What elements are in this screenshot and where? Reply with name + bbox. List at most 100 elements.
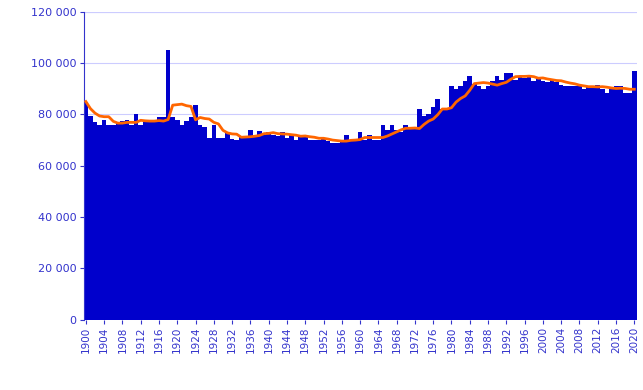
Bar — [188, 117, 194, 320]
Bar — [239, 136, 244, 320]
Bar — [102, 120, 107, 320]
Bar — [454, 89, 458, 320]
Bar — [335, 143, 340, 320]
Bar — [609, 89, 613, 320]
Bar — [170, 117, 175, 320]
Bar — [257, 131, 262, 320]
Bar — [111, 125, 116, 320]
Bar — [532, 81, 536, 320]
Bar — [595, 85, 600, 320]
Bar — [563, 86, 568, 320]
Bar — [545, 82, 550, 320]
Bar — [527, 76, 532, 320]
Bar — [179, 125, 184, 320]
Bar — [568, 86, 572, 320]
Bar — [353, 140, 358, 320]
Bar — [266, 132, 271, 320]
Bar — [481, 89, 485, 320]
Bar — [253, 135, 257, 320]
Bar — [143, 122, 148, 320]
Bar — [435, 99, 440, 320]
Bar — [413, 127, 417, 320]
Bar — [340, 140, 344, 320]
Bar — [230, 139, 235, 320]
Bar — [184, 121, 188, 320]
Bar — [394, 130, 399, 320]
Bar — [440, 109, 444, 320]
Bar — [495, 76, 500, 320]
Bar — [175, 120, 179, 320]
Bar — [344, 135, 349, 320]
Bar — [88, 116, 93, 320]
Bar — [554, 82, 559, 320]
Bar — [120, 121, 125, 320]
Bar — [458, 86, 463, 320]
Bar — [84, 101, 88, 320]
Bar — [509, 73, 513, 320]
Bar — [367, 135, 372, 320]
Bar — [285, 138, 289, 320]
Bar — [207, 138, 212, 320]
Bar — [422, 116, 426, 320]
Bar — [294, 140, 298, 320]
Bar — [449, 86, 454, 320]
Bar — [376, 140, 381, 320]
Bar — [303, 136, 307, 320]
Bar — [125, 120, 129, 320]
Bar — [467, 76, 472, 320]
Bar — [399, 132, 404, 320]
Bar — [198, 125, 203, 320]
Bar — [129, 125, 134, 320]
Bar — [225, 132, 230, 320]
Bar — [107, 125, 111, 320]
Bar — [550, 80, 554, 320]
Bar — [97, 125, 102, 320]
Bar — [271, 135, 276, 320]
Bar — [372, 140, 376, 320]
Bar — [572, 86, 577, 320]
Bar — [298, 135, 303, 320]
Bar — [148, 120, 152, 320]
Bar — [504, 73, 509, 320]
Bar — [619, 86, 623, 320]
Bar — [203, 127, 207, 320]
Bar — [591, 87, 595, 320]
Bar — [500, 80, 504, 320]
Bar — [444, 109, 449, 320]
Bar — [322, 139, 326, 320]
Bar — [216, 138, 221, 320]
Bar — [426, 114, 431, 320]
Bar — [536, 78, 541, 320]
Bar — [404, 125, 408, 320]
Bar — [307, 140, 312, 320]
Bar — [289, 135, 294, 320]
Bar — [582, 89, 586, 320]
Bar — [116, 122, 120, 320]
Bar — [408, 129, 413, 320]
Bar — [613, 86, 619, 320]
Bar — [559, 85, 563, 320]
Bar — [491, 81, 495, 320]
Bar — [577, 86, 582, 320]
Bar — [431, 107, 435, 320]
Bar — [248, 130, 253, 320]
Bar — [134, 114, 138, 320]
Bar — [138, 125, 143, 320]
Bar — [349, 140, 353, 320]
Bar — [381, 125, 385, 320]
Bar — [280, 132, 285, 320]
Bar — [472, 83, 476, 320]
Bar — [221, 138, 225, 320]
Bar — [194, 105, 198, 320]
Bar — [316, 140, 322, 320]
Bar — [417, 109, 422, 320]
Bar — [326, 141, 331, 320]
Bar — [463, 81, 467, 320]
Bar — [244, 136, 248, 320]
Bar — [312, 140, 316, 320]
Bar — [276, 136, 280, 320]
Bar — [522, 78, 527, 320]
Bar — [632, 71, 637, 320]
Bar — [623, 92, 628, 320]
Bar — [604, 92, 609, 320]
